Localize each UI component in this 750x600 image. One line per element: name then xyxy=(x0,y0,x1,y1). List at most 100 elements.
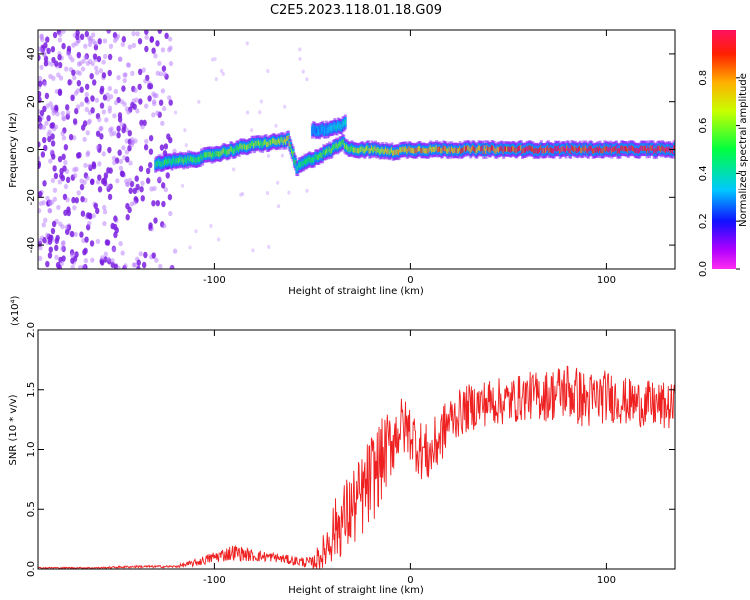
noise-point xyxy=(77,151,82,159)
noise-point xyxy=(131,31,136,37)
noise-point xyxy=(97,161,102,167)
noise-point xyxy=(239,192,243,197)
noise-point xyxy=(123,72,128,78)
noise-point xyxy=(117,112,123,119)
noise-point xyxy=(41,124,47,130)
noise-point xyxy=(132,262,138,268)
noise-point xyxy=(68,133,74,141)
noise-point xyxy=(65,104,70,111)
noise-point xyxy=(38,208,42,214)
noise-point xyxy=(267,244,271,249)
noise-point xyxy=(83,54,88,60)
noise-point xyxy=(102,220,107,227)
noise-point xyxy=(160,182,166,189)
noise-point xyxy=(137,83,142,91)
noise-point xyxy=(48,246,53,253)
noise-point xyxy=(276,180,280,185)
noise-point xyxy=(49,61,55,67)
noise-point xyxy=(121,36,127,43)
noise-point xyxy=(106,30,112,34)
noise-point xyxy=(70,94,75,102)
noise-point xyxy=(79,101,85,107)
noise-point xyxy=(93,41,98,47)
noise-point xyxy=(74,197,80,204)
noise-point xyxy=(120,41,126,48)
noise-point xyxy=(131,42,137,48)
noise-point xyxy=(77,265,83,269)
noise-point xyxy=(50,227,56,235)
noise-point xyxy=(71,42,76,48)
noise-point xyxy=(148,148,154,155)
snr-y-multiplier: (x10⁴) xyxy=(10,295,21,326)
noise-point xyxy=(102,204,107,211)
spectrogram-marks xyxy=(38,30,675,269)
noise-point xyxy=(104,117,109,123)
noise-point xyxy=(52,187,58,193)
noise-point xyxy=(140,195,145,202)
noise-point xyxy=(124,178,129,184)
noise-point xyxy=(232,167,236,172)
noise-point xyxy=(99,88,104,95)
noise-point xyxy=(54,104,59,111)
noise-point xyxy=(152,185,157,192)
noise-point xyxy=(287,190,291,195)
noise-point xyxy=(141,67,146,73)
noise-point xyxy=(165,172,170,179)
noise-point xyxy=(47,252,53,259)
noise-point xyxy=(121,126,126,134)
noise-point xyxy=(88,37,93,44)
noise-point xyxy=(174,110,178,115)
noise-point xyxy=(140,180,145,186)
noise-point xyxy=(265,191,270,196)
x-tick-label: 0 xyxy=(407,575,413,586)
noise-point xyxy=(108,94,114,100)
noise-point xyxy=(46,114,51,122)
noise-point xyxy=(184,143,188,148)
noise-point xyxy=(38,141,41,148)
noise-point xyxy=(250,128,254,133)
noise-point xyxy=(67,79,72,86)
noise-point xyxy=(180,183,185,188)
noise-point xyxy=(154,257,159,263)
noise-point xyxy=(84,96,89,103)
noise-point xyxy=(116,125,121,132)
noise-point xyxy=(125,62,131,68)
noise-point xyxy=(102,38,108,44)
noise-point xyxy=(38,160,42,168)
noise-point xyxy=(70,264,75,269)
noise-point xyxy=(92,79,97,86)
noise-point xyxy=(44,120,49,126)
noise-point xyxy=(143,144,149,151)
noise-point xyxy=(41,222,46,228)
noise-point xyxy=(72,167,77,173)
noise-point xyxy=(41,200,47,206)
noise-point xyxy=(241,191,245,196)
noise-point xyxy=(168,210,173,217)
noise-point xyxy=(139,186,144,193)
noise-point xyxy=(159,144,165,151)
noise-point xyxy=(38,190,43,198)
noise-point xyxy=(105,239,111,246)
noise-point xyxy=(89,72,94,80)
noise-point xyxy=(42,51,47,58)
noise-point xyxy=(57,179,62,185)
noise-point xyxy=(58,75,64,81)
noise-point xyxy=(57,54,62,61)
noise-point xyxy=(144,34,149,40)
noise-point xyxy=(151,200,156,207)
noise-point xyxy=(214,77,218,82)
noise-point xyxy=(50,140,56,147)
noise-point xyxy=(94,69,100,76)
noise-point xyxy=(84,236,89,243)
noise-point xyxy=(97,117,102,123)
colorbar-tick-label: 0.2 xyxy=(698,213,709,229)
noise-point xyxy=(46,131,51,138)
colorbar-tick-label: 0.4 xyxy=(698,165,709,181)
noise-point xyxy=(79,231,84,238)
noise-point xyxy=(117,56,123,62)
noise-point xyxy=(52,165,57,172)
noise-point xyxy=(60,245,65,252)
noise-point xyxy=(160,120,165,126)
noise-point xyxy=(103,172,109,179)
noise-point xyxy=(155,110,160,116)
